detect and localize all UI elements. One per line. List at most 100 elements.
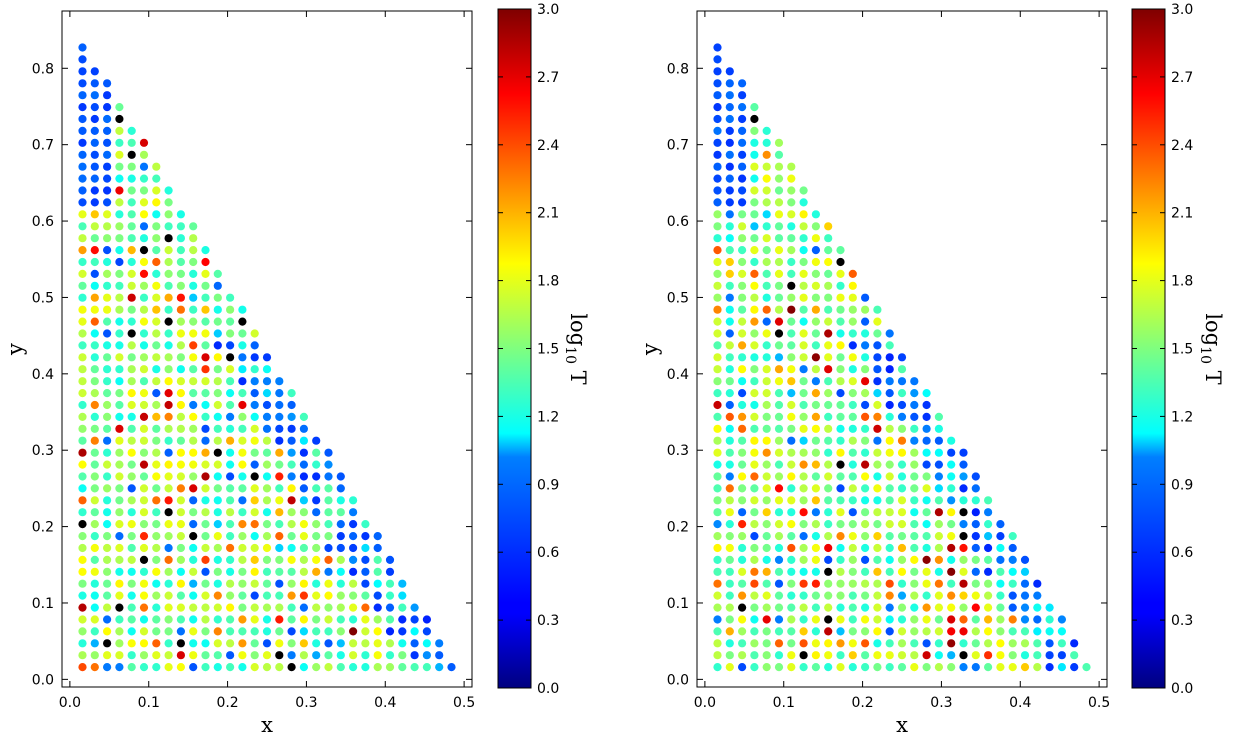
scatter-point <box>774 555 784 565</box>
scatter-point <box>250 400 259 410</box>
scatter-point <box>762 496 771 505</box>
scatter-point <box>799 424 808 433</box>
scatter-point <box>361 532 370 541</box>
scatter-point <box>836 389 845 398</box>
scatter-point <box>922 389 931 398</box>
scatter-point <box>824 341 833 350</box>
scatter-point <box>127 365 136 374</box>
scatter-point <box>213 460 222 469</box>
scatter-point <box>774 257 784 267</box>
scatter-point <box>799 257 808 267</box>
colorbar-tick-label: 0.9 <box>1171 477 1193 493</box>
scatter-point <box>836 281 845 290</box>
scatter-point <box>250 424 259 433</box>
scatter-point <box>762 412 771 421</box>
scatter-point <box>152 436 161 445</box>
scatter-point <box>799 365 808 374</box>
scatter-point <box>873 472 882 481</box>
scatter-point <box>848 591 857 600</box>
scatter-point <box>336 567 345 576</box>
scatter-point <box>774 460 784 469</box>
scatter-point <box>1008 555 1017 565</box>
scatter-point <box>312 579 321 588</box>
scatter-point <box>984 555 993 565</box>
scatter-point <box>176 293 185 302</box>
scatter-point <box>947 651 956 660</box>
scatter-point <box>774 663 784 672</box>
scatter-point <box>90 520 99 529</box>
scatter-point <box>750 603 759 612</box>
scatter-point <box>787 377 796 386</box>
scatter-point <box>139 508 149 517</box>
scatter-point <box>959 543 968 553</box>
scatter-point <box>90 651 99 660</box>
scatter-point <box>201 508 210 517</box>
colorbar-tick-label: 1.5 <box>1171 342 1193 358</box>
scatter-point <box>226 317 235 326</box>
scatter-point <box>738 508 747 517</box>
scatter-point <box>984 639 993 648</box>
scatter-point <box>811 448 821 457</box>
scatter-point <box>824 555 833 565</box>
scatter-point <box>762 353 771 362</box>
scatter-point <box>885 520 894 529</box>
scatter-point <box>984 567 993 576</box>
scatter-point <box>725 257 734 267</box>
scatter-point <box>774 305 784 314</box>
scatter-point <box>115 579 124 588</box>
scatter-point <box>934 555 944 565</box>
scatter-point <box>226 389 235 398</box>
scatter-point <box>176 555 185 565</box>
scatter-point <box>738 269 747 278</box>
missing-point <box>959 508 968 517</box>
scatter-point <box>799 579 808 588</box>
scatter-point <box>824 543 833 553</box>
scatter-point <box>787 627 796 636</box>
scatter-point <box>115 591 124 600</box>
scatter-point <box>750 472 759 481</box>
scatter-point <box>189 496 198 505</box>
scatter-point <box>947 484 956 493</box>
scatter-point <box>213 412 222 421</box>
scatter-point <box>324 508 333 517</box>
scatter-point <box>774 138 784 147</box>
scatter-point <box>922 651 931 660</box>
colorbar-tick-label: 0.3 <box>1171 613 1193 629</box>
scatter-point <box>164 305 173 314</box>
scatter-point <box>861 615 870 624</box>
scatter-point <box>176 591 185 600</box>
scatter-point <box>725 412 734 421</box>
scatter-point <box>787 365 796 374</box>
scatter-point <box>738 281 747 290</box>
scatter-point <box>213 555 222 565</box>
scatter-point <box>238 651 247 660</box>
right-colorbar-gradient <box>1131 8 1166 689</box>
scatter-point <box>287 436 296 445</box>
scatter-point <box>201 389 210 398</box>
scatter-point <box>189 508 198 517</box>
colorbar-tick-label: 0.9 <box>537 477 559 493</box>
scatter-point <box>725 91 734 100</box>
scatter-point <box>836 377 845 386</box>
scatter-point <box>934 424 944 433</box>
scatter-point <box>164 472 173 481</box>
scatter-point <box>189 246 198 255</box>
scatter-point <box>176 305 185 314</box>
scatter-point <box>262 520 272 529</box>
scatter-point <box>103 293 112 302</box>
scatter-point <box>836 591 845 600</box>
scatter-point <box>811 615 821 624</box>
scatter-point <box>115 651 124 660</box>
scatter-point <box>164 329 173 338</box>
scatter-point <box>774 603 784 612</box>
scatter-point <box>78 591 87 600</box>
scatter-point <box>787 269 796 278</box>
scatter-point <box>762 210 771 219</box>
scatter-point <box>922 460 931 469</box>
scatter-point <box>996 591 1005 600</box>
scatter-point <box>361 567 370 576</box>
scatter-point <box>336 627 345 636</box>
scatter-point <box>799 663 808 672</box>
scatter-point <box>115 353 124 362</box>
scatter-point <box>910 389 919 398</box>
